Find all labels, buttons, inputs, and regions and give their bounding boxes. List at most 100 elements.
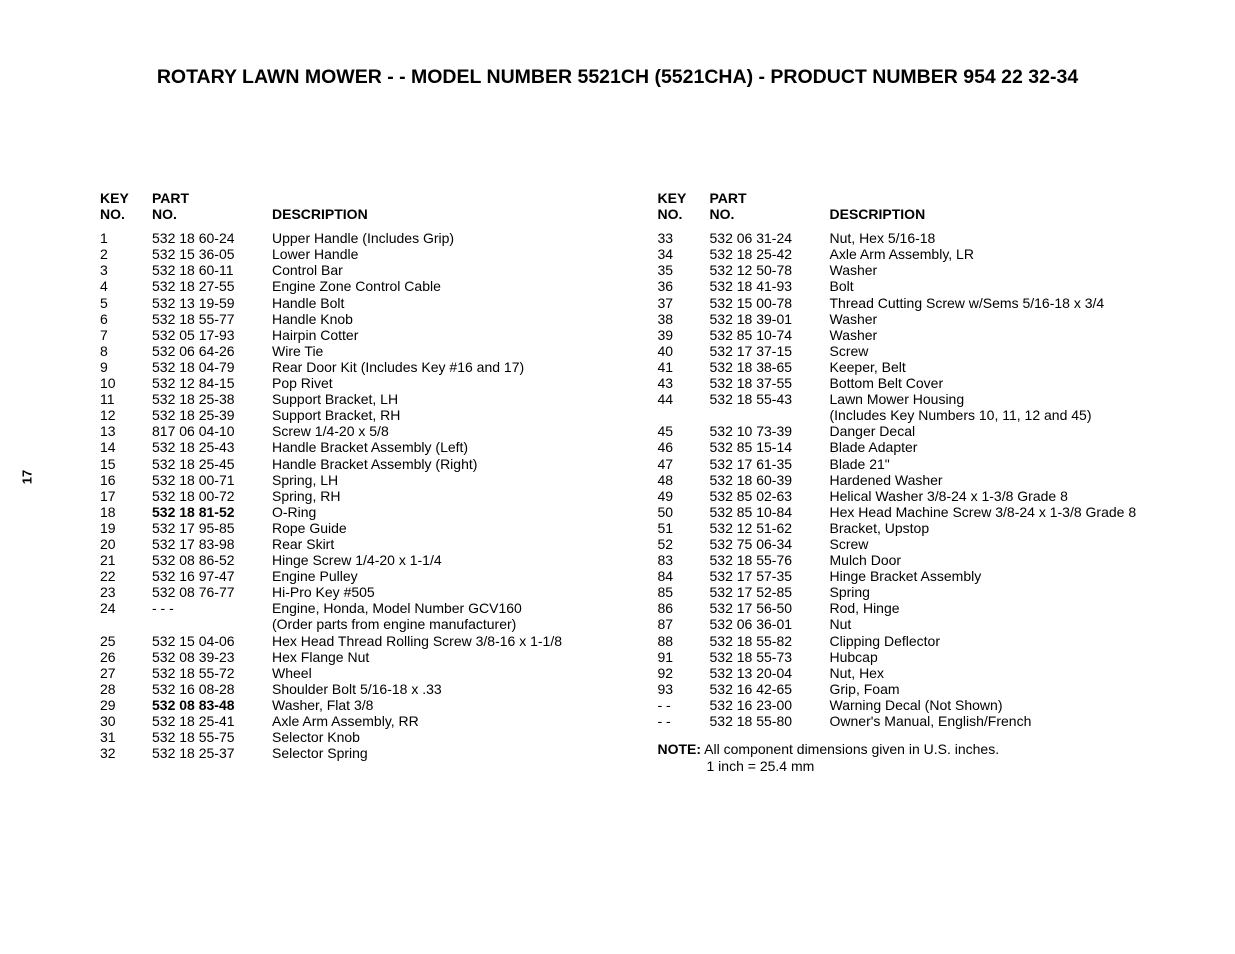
header-key-l2: NO. [100,206,152,222]
cell-part-no: 532 16 08-28 [152,681,272,697]
left-column: KEY NO. PART NO. DESCRIPTION 1532 18 60-… [100,190,628,775]
cell-description: Wheel [272,665,628,681]
table-row: 33532 06 31-24Nut, Hex 5/16-18 [658,230,1186,246]
table-row: 47532 17 61-35Blade 21" [658,456,1186,472]
cell-description: Engine Zone Control Cable [272,278,628,294]
header-key-l2: NO. [658,206,710,222]
cell-description: Nut, Hex [830,665,1186,681]
table-row: 87532 06 36-01Nut [658,616,1186,632]
cell-part-no: 532 08 83-48 [152,697,272,713]
cell-description: Hex Head Machine Screw 3/8-24 x 1-3/8 Gr… [830,504,1186,520]
cell-key-no: 46 [658,439,710,455]
cell-description: Hairpin Cotter [272,327,628,343]
cell-part-no: 532 18 25-41 [152,713,272,729]
cell-part-no: 532 18 81-52 [152,504,272,520]
cell-part-no: 532 18 55-43 [710,391,830,407]
header-description: DESCRIPTION [272,206,368,222]
cell-key-no: 32 [100,745,152,761]
page-number: 17 [20,470,35,484]
cell-part-no: 532 17 56-50 [710,600,830,616]
cell-part-no: 532 15 36-05 [152,246,272,262]
table-row: 15532 18 25-45Handle Bracket Assembly (R… [100,456,628,472]
cell-description: Selector Spring [272,745,628,761]
cell-key-no: 21 [100,552,152,568]
cell-key-no: 49 [658,488,710,504]
cell-description: Pop Rivet [272,375,628,391]
cell-part-no: 532 17 52-85 [710,584,830,600]
cell-description: Nut, Hex 5/16-18 [830,230,1186,246]
table-row: 16532 18 00-71Spring, LH [100,472,628,488]
cell-part-no: 532 16 42-65 [710,681,830,697]
cell-key-no: 8 [100,343,152,359]
cell-part-no: 532 85 10-74 [710,327,830,343]
table-row: 84532 17 57-35Hinge Bracket Assembly [658,568,1186,584]
cell-part-no: 532 17 83-98 [152,536,272,552]
cell-part-no: 532 06 36-01 [710,616,830,632]
cell-key-no: 47 [658,456,710,472]
table-row: 44532 18 55-43Lawn Mower Housing [658,391,1186,407]
cell-description: Support Bracket, LH [272,391,628,407]
cell-key-no: 22 [100,568,152,584]
cell-key-no: 14 [100,439,152,455]
cell-description: Hinge Screw 1/4-20 x 1-1/4 [272,552,628,568]
column-header: KEY NO. PART NO. DESCRIPTION [100,190,628,222]
cell-description: Rod, Hinge [830,600,1186,616]
cell-description: Hi-Pro Key #505 [272,584,628,600]
cell-description: Bracket, Upstop [830,520,1186,536]
cell-key-no: 38 [658,311,710,327]
cell-key-no: 18 [100,504,152,520]
cell-part-no: 532 06 64-26 [152,343,272,359]
cell-description: Screw [830,343,1186,359]
cell-key-no: 4 [100,278,152,294]
cell-description: Engine Pulley [272,568,628,584]
cell-key-no: 83 [658,552,710,568]
table-row: 49532 85 02-63Helical Washer 3/8-24 x 1-… [658,488,1186,504]
header-key-l1: KEY [100,190,152,206]
table-row: 35532 12 50-78Washer [658,262,1186,278]
cell-part-no: 532 18 55-72 [152,665,272,681]
cell-description: Rear Door Kit (Includes Key #16 and 17) [272,359,628,375]
cell-part-no: 532 85 15-14 [710,439,830,455]
cell-part-no: 532 18 60-39 [710,472,830,488]
cell-key-no: 50 [658,504,710,520]
cell-key-no: 25 [100,633,152,649]
table-row: 85532 17 52-85Spring [658,584,1186,600]
cell-part-no: 532 16 23-00 [710,697,830,713]
right-column: KEY NO. PART NO. DESCRIPTION 33532 06 31… [658,190,1186,775]
cell-description: Warning Decal (Not Shown) [830,697,1186,713]
cell-key-no: 41 [658,359,710,375]
cell-description: Keeper, Belt [830,359,1186,375]
header-part-l1: PART [710,190,830,206]
table-row: 88532 18 55-82Clipping Deflector [658,633,1186,649]
cell-part-no: 532 18 55-77 [152,311,272,327]
cell-description: Nut [830,616,1186,632]
header-part-l2: NO. [152,206,272,222]
table-row: 12532 18 25-39Support Bracket, RH [100,407,628,423]
cell-description: Hinge Bracket Assembly [830,568,1186,584]
right-rows: 33532 06 31-24Nut, Hex 5/16-1834532 18 2… [658,230,1186,729]
cell-part-no: 532 12 84-15 [152,375,272,391]
cell-description-continued: (Order parts from engine manufacturer) [100,616,628,632]
cell-key-no: 29 [100,697,152,713]
cell-part-no: 532 17 61-35 [710,456,830,472]
table-row: 29532 08 83-48Washer, Flat 3/8 [100,697,628,713]
cell-key-no: 36 [658,278,710,294]
cell-key-no: 37 [658,295,710,311]
cell-key-no: 48 [658,472,710,488]
cell-part-no: 532 18 27-55 [152,278,272,294]
cell-key-no: 88 [658,633,710,649]
table-row: 24- - -Engine, Honda, Model Number GCV16… [100,600,628,616]
table-row: 5532 13 19-59Handle Bolt [100,295,628,311]
cell-key-no: 6 [100,311,152,327]
cell-description: Handle Bolt [272,295,628,311]
cell-description: Bolt [830,278,1186,294]
column-header: KEY NO. PART NO. DESCRIPTION [658,190,1186,222]
table-row: 83532 18 55-76Mulch Door [658,552,1186,568]
cell-description: Lower Handle [272,246,628,262]
note-sub: 1 inch = 25.4 mm [658,758,1186,775]
table-row: 51532 12 51-62Bracket, Upstop [658,520,1186,536]
cell-key-no: 34 [658,246,710,262]
cell-description: Hex Flange Nut [272,649,628,665]
cell-description: Mulch Door [830,552,1186,568]
cell-description: Spring, LH [272,472,628,488]
